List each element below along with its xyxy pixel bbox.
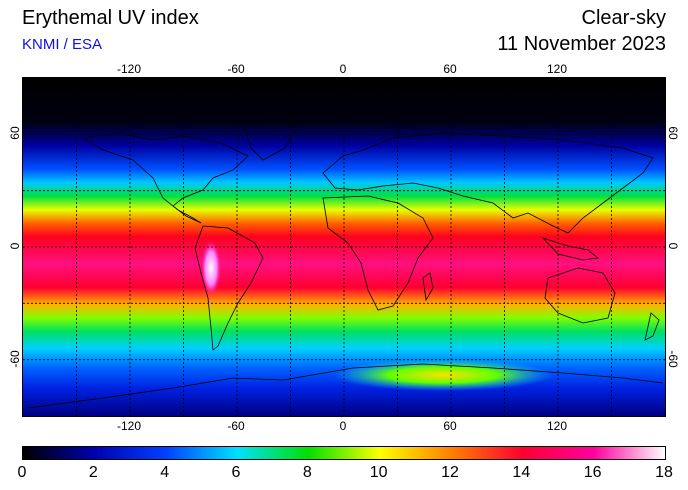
andes-high-uv-region <box>201 240 221 296</box>
colorbar-tick-label: 18 <box>655 464 673 481</box>
colorbar-tick-label: 10 <box>369 464 388 481</box>
new-zealand-coast <box>644 312 660 341</box>
greenland-coast <box>242 117 299 161</box>
colorbar-tick-label: 16 <box>583 464 602 481</box>
south-america-coast <box>194 225 264 351</box>
uv-colorbar <box>22 446 666 460</box>
colorbar-tick-label: 0 <box>17 464 27 481</box>
map-source: KNMI / ESA <box>22 36 103 53</box>
africa-coast <box>322 195 434 311</box>
antarctic-high-uv-region <box>333 359 553 391</box>
latitude-tick-label: 0 <box>8 242 22 250</box>
longitude-tick-label: -60 <box>227 62 245 76</box>
latitude-tick-label: 0 <box>666 242 680 250</box>
longitude-tick-label: 120 <box>546 419 568 433</box>
longitude-tick-label: -60 <box>227 419 245 433</box>
longitude-tick-label: 120 <box>546 62 568 76</box>
madagascar-coast <box>422 272 434 302</box>
latitude-tick-label: -60 <box>8 349 22 368</box>
eurasia-coast <box>322 132 654 234</box>
map-date: 11 November 2023 <box>497 33 666 55</box>
colorbar-tick-label: 12 <box>441 464 459 481</box>
colorbar-tick-label: 4 <box>160 464 170 481</box>
colorbar-tick-label: 14 <box>512 464 531 481</box>
coastlines <box>27 117 664 409</box>
graticule <box>23 78 665 416</box>
colorbar-tick-label: 2 <box>88 464 98 481</box>
colorbar-tick-label: 8 <box>302 464 312 481</box>
uv-map-svg <box>23 78 665 416</box>
latitude-tick-label: -60 <box>666 349 680 368</box>
longitude-tick-label: 0 <box>339 62 347 76</box>
latitude-tick-label: 60 <box>666 126 680 140</box>
latitude-tick-label: 60 <box>8 126 22 141</box>
longitude-tick-label: 0 <box>339 419 347 433</box>
longitude-tick-label: -120 <box>116 62 142 76</box>
uv-index-map <box>22 77 666 417</box>
antarctica-coast <box>27 363 664 409</box>
colorbar-tick-label: 6 <box>231 464 241 481</box>
longitude-tick-label: 60 <box>443 62 457 76</box>
map-title: Erythemal UV index <box>22 7 199 29</box>
australia-coast <box>544 267 616 324</box>
map-mode: Clear-sky <box>581 7 666 29</box>
longitude-tick-label: 60 <box>443 419 457 433</box>
north-america-coast <box>81 132 249 224</box>
longitude-tick-label: -120 <box>116 419 142 433</box>
